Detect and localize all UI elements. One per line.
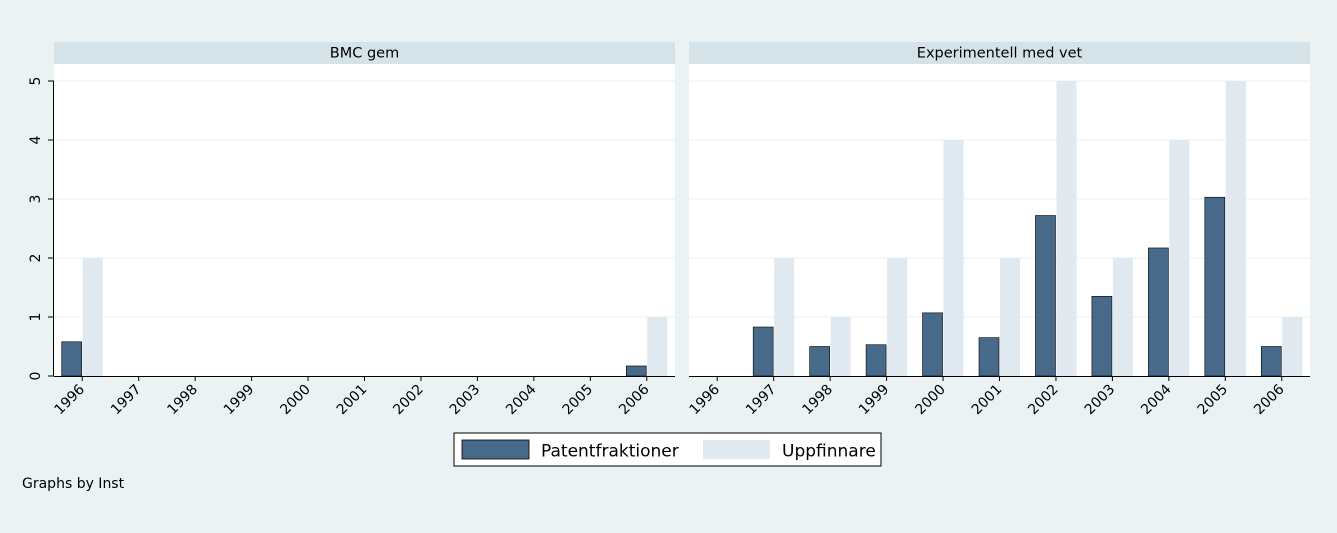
panel-1: BMC gem 1996 1997 1998 1999 2000 2001 2002 2003 2…: [28, 42, 675, 418]
legend-swatch-uppfinnare: [703, 440, 770, 459]
bar-patentfraktioner-1997: [752, 326, 774, 377]
legend: Patentfraktioner Uppfinnare: [453, 432, 882, 467]
panel-header: [54, 42, 675, 64]
legend-label-uppfinnare: Uppfinnare: [782, 442, 876, 462]
x-tick-label: 2000: [277, 382, 314, 419]
bar-patentfraktioner-1998: [809, 346, 830, 377]
x-tick-label: 1998: [164, 382, 201, 419]
bar-uppfinnare-2002: [1056, 81, 1077, 376]
bar-uppfinnare-2006: [1282, 317, 1303, 376]
legend-label-patentfraktioner: Patentfraktioner: [541, 442, 679, 462]
bar-uppfinnare-1998: [830, 317, 851, 376]
y-tick-label: 0: [28, 372, 44, 381]
bar-uppfinnare-2003: [1112, 258, 1133, 376]
x-tick-label: 2002: [1025, 382, 1062, 419]
x-tick-label: 1996: [687, 381, 724, 418]
bar-uppfinnare-1997: [774, 258, 795, 376]
x-tick-label: 2005: [1195, 382, 1232, 419]
x-tick-label: 1996: [52, 381, 89, 418]
panel-title: Experimentell med vet: [917, 46, 1083, 62]
bar-patentfraktioner-1999: [865, 344, 887, 377]
bar-uppfinnare-2005: [1225, 81, 1246, 376]
bar-uppfinnare-2000: [943, 140, 964, 376]
panel-2: Experimentell med vet 1996 1997 1998 1999 200…: [687, 42, 1310, 418]
panel-header: [689, 42, 1310, 64]
x-tick-label: 2001: [969, 382, 1006, 419]
bar-patentfraktioner-2000: [922, 312, 943, 377]
x-tick-label: 2003: [1082, 382, 1119, 419]
x-tick-label: 2005: [560, 382, 597, 419]
x-tick-label: 1997: [743, 382, 780, 419]
bar-patentfraktioner-2002: [1035, 215, 1056, 377]
y-tick-label: 1: [28, 313, 44, 322]
x-tick-label: 2004: [503, 381, 540, 418]
y-tick-label: 3: [28, 195, 44, 204]
x-tick-label: 2006: [616, 381, 653, 418]
note-text: Graphs by Inst: [22, 476, 125, 492]
x-tick-label: 2002: [390, 382, 427, 419]
bar-patentfraktioner-2003: [1091, 296, 1113, 377]
x-tick-label: 1999: [856, 382, 893, 419]
bar-uppfinnare-1999: [887, 258, 908, 376]
bar-uppfinnare-2004: [1169, 140, 1190, 376]
bar-patentfraktioner-2001: [978, 337, 1000, 377]
x-tick-label: 2000: [912, 382, 949, 419]
bar-uppfinnare-2001: [1000, 258, 1020, 376]
x-tick-label: 2006: [1251, 381, 1288, 418]
x-tick-label: 2001: [334, 382, 371, 419]
x-tick-label: 2004: [1138, 381, 1175, 418]
legend-swatch-patentfraktioner: [461, 439, 530, 460]
plot-area: [54, 64, 675, 376]
bar-uppfinnare-1996: [82, 258, 103, 376]
bar-patentfraktioner-2005: [1204, 196, 1226, 377]
x-tick-label: 1997: [108, 382, 145, 419]
panel-title: BMC gem: [330, 46, 399, 62]
y-tick-label: 2: [28, 254, 44, 263]
bar-patentfraktioner-2006: [625, 365, 647, 377]
x-tick-label: 1999: [221, 382, 258, 419]
bar-patentfraktioner-2004: [1148, 247, 1169, 377]
x-tick-label: 1998: [799, 382, 836, 419]
chart-panels: BMC gem 1996 1997 1998 1999 2000 2001 2002 2003 2…: [28, 42, 1310, 418]
y-tick-label: 4: [28, 135, 44, 144]
x-tick-label: 2003: [447, 382, 484, 419]
bar-uppfinnare-2006: [647, 317, 668, 376]
y-tick-label: 5: [28, 77, 44, 86]
bar-patentfraktioner-2006: [1260, 346, 1282, 377]
bar-patentfraktioner-1996: [61, 341, 83, 377]
